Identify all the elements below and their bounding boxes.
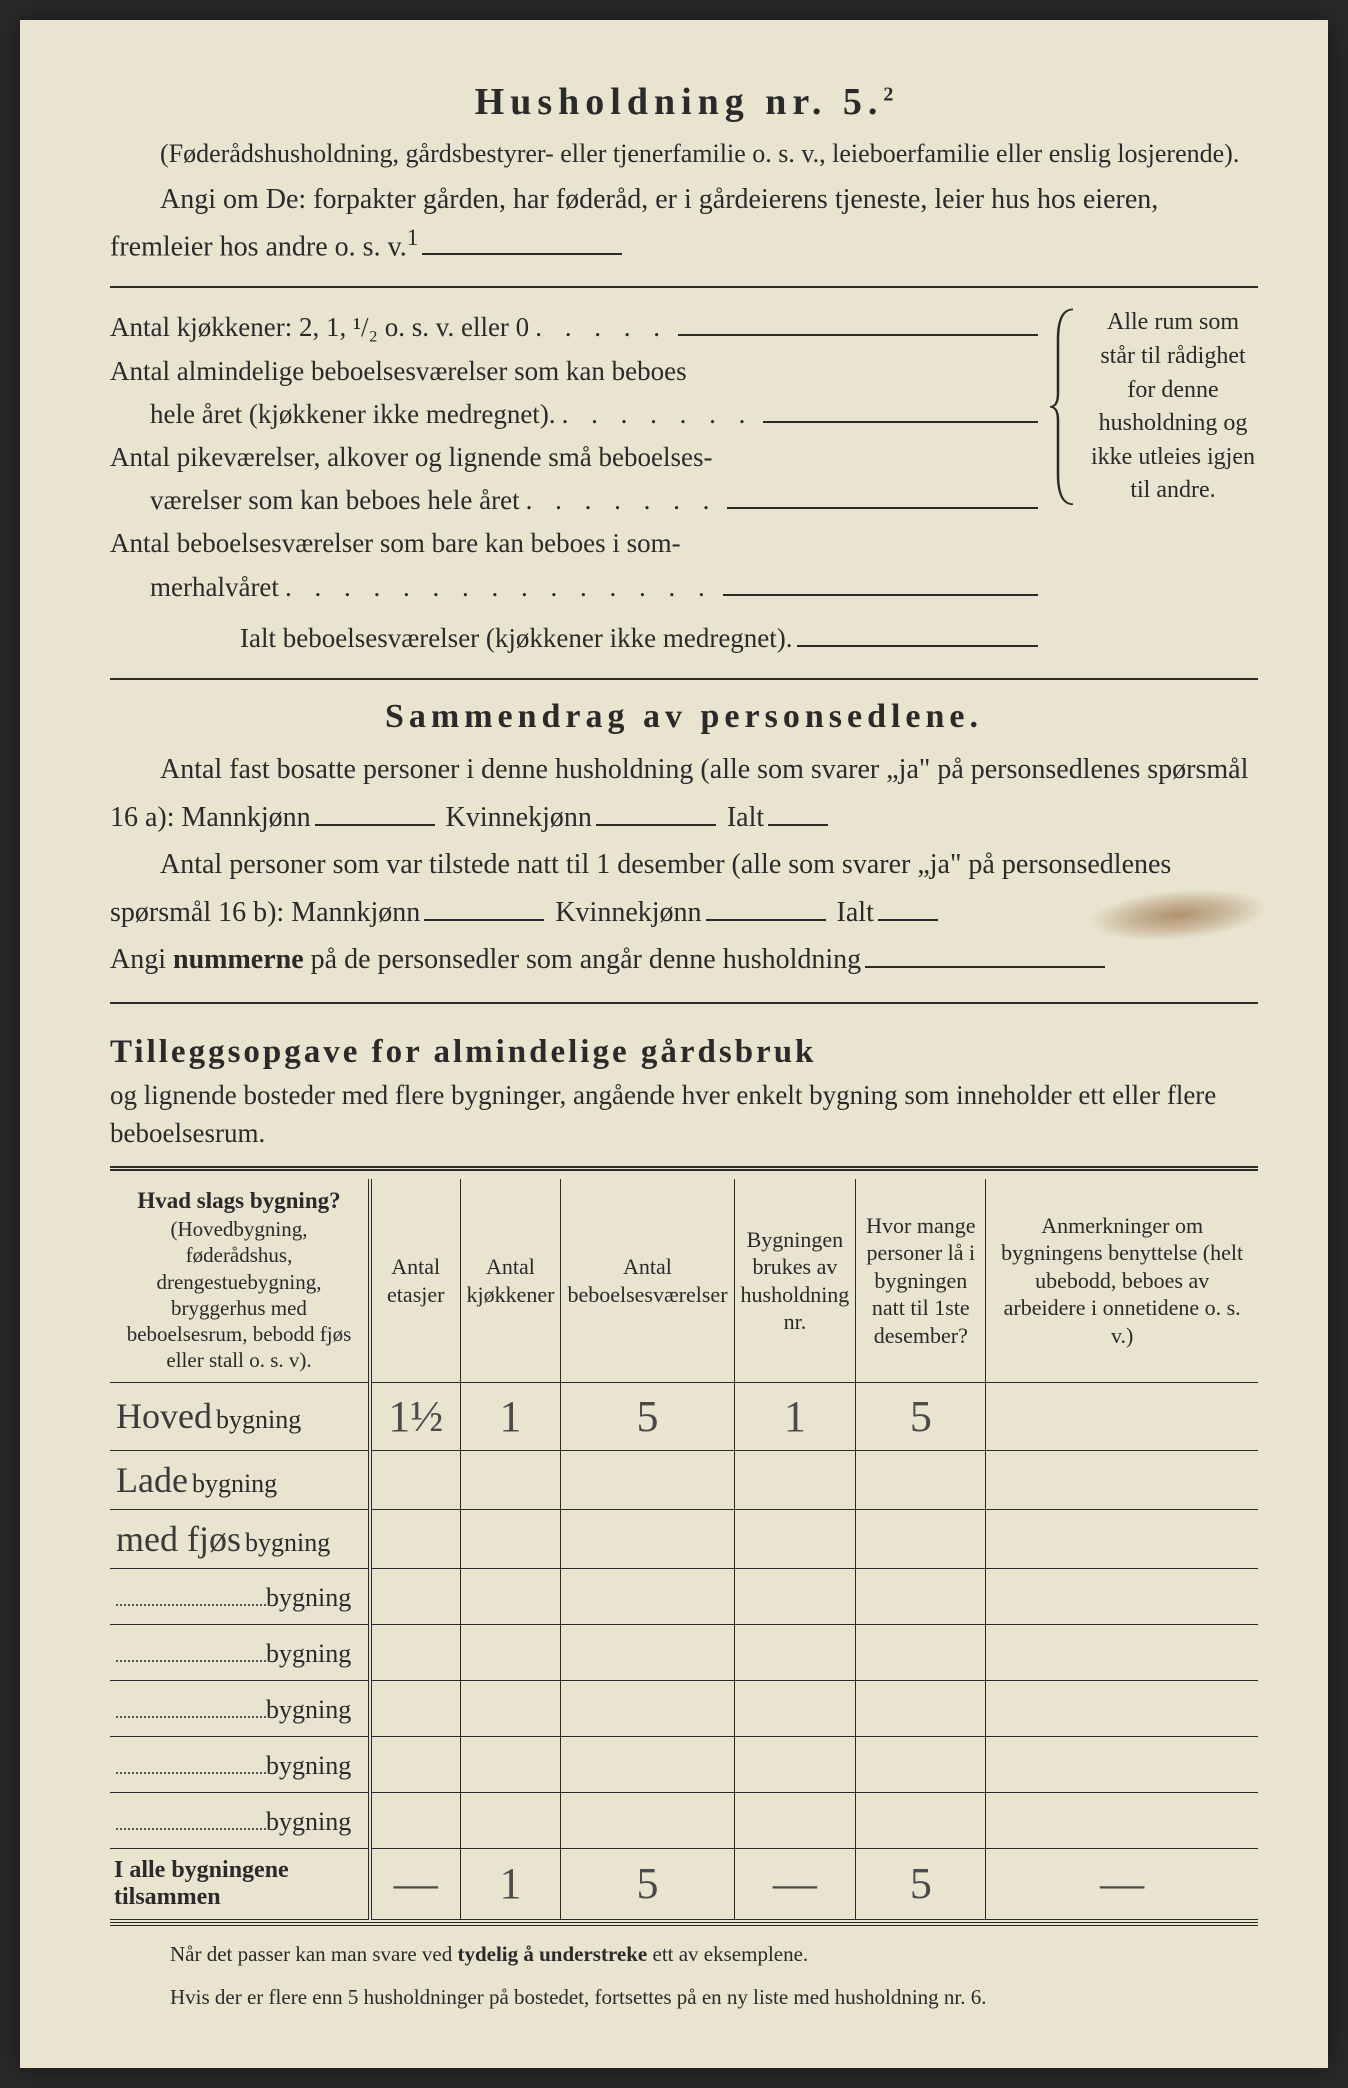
- supplement-title: Tilleggsopgave for almindelige gårdsbruk: [110, 1034, 1258, 1071]
- curly-brace-icon: [1048, 306, 1078, 508]
- divider: [110, 1002, 1258, 1004]
- kitchen-section: Antal kjøkkener: 2, 1, ¹/₂ o. s. v. elle…: [110, 306, 1258, 660]
- building-table: Hvad slags bygning? (Hovedbygning, føder…: [110, 1179, 1258, 1919]
- col-kitchens: Antal kjøkkener: [460, 1179, 561, 1382]
- census-form-page: Husholdning nr. 5.2 (Føderådshusholdning…: [20, 20, 1328, 2068]
- brace-note: Alle rum som står til rådighet for denne…: [1058, 306, 1258, 508]
- page-title: Husholdning nr. 5.2: [110, 80, 1258, 124]
- table-row: bygning: [110, 1624, 1258, 1680]
- table-row: bygning: [110, 1792, 1258, 1848]
- col-household: Bygningen brukes av husholdning nr.: [734, 1179, 856, 1382]
- summer-rooms-label: Antal beboelsesværelser som bare kan beb…: [110, 522, 681, 565]
- subtitle: (Føderådshusholdning, gårdsbestyrer- ell…: [110, 136, 1258, 171]
- col-building-type: Hvad slags bygning?: [116, 1187, 362, 1216]
- table-row: bygning: [110, 1680, 1258, 1736]
- col-notes: Anmerkninger om bygningens benyttelse (h…: [986, 1179, 1258, 1382]
- supplement-subtitle: og lignende bosteder med flere bygninger…: [110, 1077, 1258, 1153]
- table-row: bygning: [110, 1736, 1258, 1792]
- table-row: Hovedbygning1½1515: [110, 1382, 1258, 1450]
- divider: [110, 678, 1258, 680]
- present-count-line: Antal personer som var tilstede natt til…: [110, 841, 1258, 936]
- footnote-2: Hvis der er flere enn 5 husholdninger på…: [110, 1983, 1258, 2012]
- small-rooms-label: Antal pikeværelser, alkover og lignende …: [110, 436, 713, 479]
- bottom-rule: [110, 1922, 1258, 1926]
- numbers-line: Angi nummerne på de personsedler som ang…: [110, 936, 1258, 984]
- angi-line: Angi om De: forpakter gården, har føderå…: [110, 179, 1258, 268]
- total-rooms-label: Ialt beboelsesværelser (kjøkkener ikke m…: [240, 617, 793, 660]
- divider: [110, 286, 1258, 288]
- resident-count-line: Antal fast bosatte personer i denne hush…: [110, 746, 1258, 841]
- table-row: Ladebygning: [110, 1450, 1258, 1509]
- rooms-year-label: Antal almindelige beboelsesværelser som …: [110, 350, 687, 393]
- col-floors: Antal etasjer: [370, 1179, 460, 1382]
- footnote-1: Når det passer kan man svare ved tydelig…: [110, 1940, 1258, 1969]
- kitchen-count-label: Antal kjøkkener: 2, 1, ¹/₂ o. s. v. elle…: [110, 306, 529, 349]
- col-persons: Hvor mange personer lå i bygningen natt …: [856, 1179, 986, 1382]
- double-rule: [110, 1166, 1258, 1171]
- summary-title: Sammendrag av personsedlene.: [110, 698, 1258, 736]
- table-sum-row: I alle bygningene tilsammen — 1 5 — 5 —: [110, 1848, 1258, 1919]
- col-rooms: Antal beboelsesværelser: [561, 1179, 734, 1382]
- table-row: bygning: [110, 1568, 1258, 1624]
- table-row: med fjøsbygning: [110, 1509, 1258, 1568]
